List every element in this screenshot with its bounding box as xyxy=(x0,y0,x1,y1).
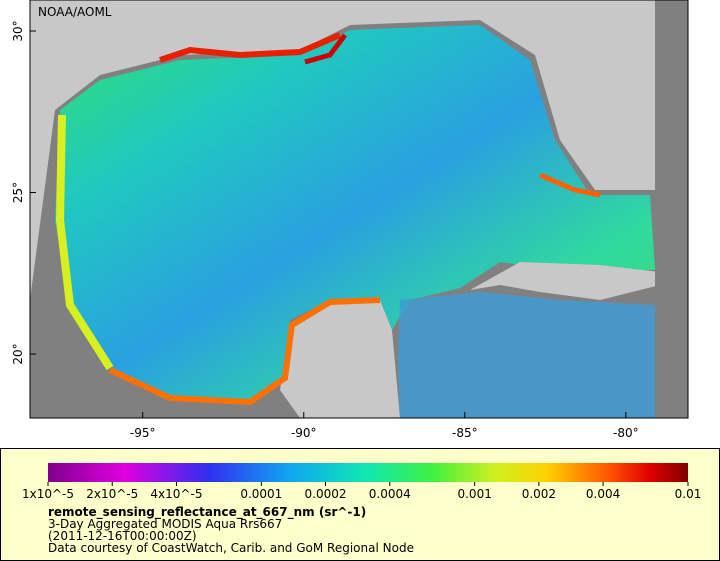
cuba xyxy=(470,262,660,300)
colorbar-tick-label: 0.001 xyxy=(457,487,491,501)
caption-variable: remote_sensing_reflectance_at_667_nm (sr… xyxy=(48,505,366,520)
map-frame xyxy=(30,0,688,418)
y-tick-label: 20° xyxy=(11,343,25,364)
x-tick-label: -80° xyxy=(613,426,639,440)
colorbar xyxy=(48,463,688,482)
colorbar-tick-label: 0.0001 xyxy=(240,487,282,501)
x-tick-label: -85° xyxy=(452,426,478,440)
coastal-mid xyxy=(55,114,114,371)
colorbar-tick-label: 1x10^-5 xyxy=(22,487,74,501)
colorbar-tick-label: 0.002 xyxy=(522,487,556,501)
colorbar-tick-label: 0.004 xyxy=(586,487,620,501)
colorbar-tick-label: 2x10^-5 xyxy=(86,487,138,501)
credit: NOAA/AOML xyxy=(38,5,112,19)
y-tick-label: 25° xyxy=(11,182,25,203)
map-border xyxy=(29,0,689,419)
florida xyxy=(520,0,655,190)
caption-line: Data courtesy of CoastWatch, Carib. and … xyxy=(48,541,414,555)
colorbar-tick-label: 4x10^-5 xyxy=(150,487,202,501)
caption-line: 3-Day Aggregated MODIS Aqua Rrs667 xyxy=(48,517,282,531)
colorbar-tick-label: 0.0004 xyxy=(369,487,411,501)
x-tick-label: -95° xyxy=(130,426,156,440)
coastal-high xyxy=(108,297,381,406)
coastal-high xyxy=(159,32,342,63)
y-tick-label: 30° xyxy=(11,20,25,41)
colorbar-tick-label: 0.01 xyxy=(675,487,702,501)
coastal-high xyxy=(539,172,601,198)
no-data-east xyxy=(655,0,688,418)
yucatan xyxy=(280,300,400,418)
coastal-high xyxy=(304,33,347,65)
gulf-data xyxy=(55,25,655,405)
x-tick-label: -90° xyxy=(291,426,317,440)
caribbean-data xyxy=(398,292,655,418)
caption-line: (2011-12-16T00:00:00Z) xyxy=(48,529,197,543)
colorbar-tick-label: 0.0002 xyxy=(305,487,347,501)
